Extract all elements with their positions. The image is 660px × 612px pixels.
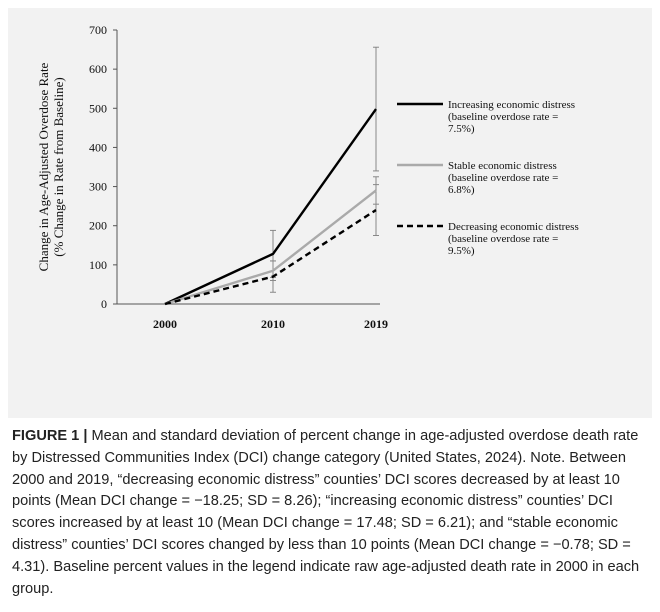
x-axis-ticks: 2000 2010 2019 <box>153 317 388 331</box>
y-axis-ticks: 0 100 200 300 400 500 600 700 <box>89 23 117 311</box>
x-tick-label: 2019 <box>364 317 388 331</box>
y-tick-label: 300 <box>89 180 107 194</box>
legend-label: 9.5%) <box>448 245 475 257</box>
legend-label: 7.5%) <box>448 123 475 135</box>
y-axis-label: Change in Age-Adjusted Overdose Rate(% C… <box>36 62 66 271</box>
series-line-1 <box>164 108 377 306</box>
legend-label: (baseline overdose rate = <box>448 111 558 123</box>
y-tick-label: 400 <box>89 140 107 154</box>
legend-label: Increasing economic distress <box>448 99 575 111</box>
y-axis-label-line1: Change in Age-Adjusted Overdose Rate <box>36 62 51 271</box>
legend-label: (baseline overdose rate = <box>448 233 558 245</box>
chart-axes <box>116 30 380 305</box>
legend-label: (baseline overdose rate = <box>448 172 558 184</box>
figure-panel: 0 100 200 300 400 500 600 700 2000 2010 2019 Incr… <box>8 8 652 418</box>
x-tick-label: 2010 <box>261 317 285 331</box>
y-tick-label: 500 <box>89 101 107 115</box>
x-tick-label: 2000 <box>153 317 177 331</box>
series-lines <box>164 108 377 306</box>
y-tick-label: 100 <box>89 258 107 272</box>
series-line-2 <box>164 189 377 306</box>
caption-text: Mean and standard deviation of percent c… <box>12 428 640 597</box>
y-tick-label: 700 <box>89 23 107 37</box>
figure-label: FIGURE 1 | <box>12 428 88 444</box>
y-tick-label: 0 <box>101 297 107 311</box>
series-line-3 <box>164 209 377 306</box>
legend-label: 6.8%) <box>448 184 475 196</box>
error-bars <box>270 46 379 293</box>
legend-label: Stable economic distress <box>448 160 557 172</box>
y-tick-label: 200 <box>89 219 107 233</box>
figure-caption: FIGURE 1 | Mean and standard deviation o… <box>12 426 648 600</box>
chart-legend: Increasing economic distress(baseline ov… <box>397 99 579 257</box>
line-chart: 0 100 200 300 400 500 600 700 2000 2010 2019 Incr… <box>36 23 579 331</box>
legend-label: Decreasing economic distress <box>448 221 579 233</box>
y-tick-label: 600 <box>89 62 107 76</box>
y-axis-label-line2: (% Change in Rate from Baseline) <box>51 77 66 256</box>
